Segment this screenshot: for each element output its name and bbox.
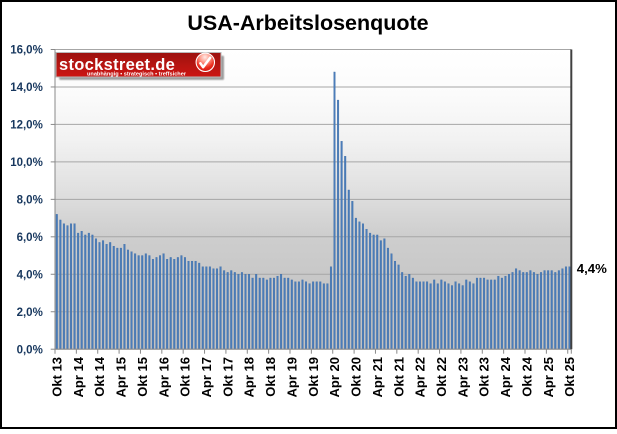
- svg-text:Okt 21: Okt 21: [391, 357, 406, 397]
- svg-text:4,4%: 4,4%: [577, 261, 607, 276]
- svg-text:12,0%: 12,0%: [10, 120, 43, 132]
- svg-text:Okt 23: Okt 23: [477, 357, 492, 397]
- svg-text:Apr 18: Apr 18: [242, 357, 257, 397]
- svg-text:Apr 25: Apr 25: [541, 357, 556, 397]
- svg-text:Okt 19: Okt 19: [306, 357, 321, 397]
- svg-text:Okt 24: Okt 24: [519, 356, 534, 397]
- svg-text:unabhängig • strategisch • tre: unabhängig • strategisch • treffsicher: [87, 71, 187, 77]
- svg-text:2,0%: 2,0%: [17, 307, 43, 319]
- svg-text:Okt 20: Okt 20: [349, 357, 364, 397]
- svg-text:8,0%: 8,0%: [17, 194, 43, 206]
- svg-text:Okt 17: Okt 17: [220, 357, 235, 397]
- svg-text:14,0%: 14,0%: [10, 82, 43, 94]
- svg-text:6,0%: 6,0%: [17, 232, 43, 244]
- svg-text:Okt 22: Okt 22: [434, 357, 449, 397]
- svg-text:16,0%: 16,0%: [10, 45, 43, 57]
- svg-text:Okt 14: Okt 14: [92, 356, 107, 397]
- svg-text:Apr 17: Apr 17: [199, 357, 214, 397]
- svg-text:Apr 23: Apr 23: [455, 357, 470, 397]
- svg-text:Apr 22: Apr 22: [413, 357, 428, 397]
- svg-text:Apr 15: Apr 15: [114, 357, 129, 397]
- svg-text:Okt 18: Okt 18: [263, 357, 278, 397]
- svg-text:Apr 19: Apr 19: [284, 357, 299, 397]
- svg-text:Okt 13: Okt 13: [49, 357, 64, 397]
- svg-text:stockstreet.de: stockstreet.de: [59, 56, 175, 74]
- svg-text:Okt 15: Okt 15: [135, 357, 150, 397]
- svg-text:Apr 24: Apr 24: [498, 356, 513, 397]
- svg-text:4,0%: 4,0%: [17, 269, 43, 281]
- svg-text:0,0%: 0,0%: [17, 344, 43, 356]
- svg-text:USA-Arbeitslosenquote: USA-Arbeitslosenquote: [187, 11, 428, 35]
- svg-text:Apr 14: Apr 14: [71, 356, 86, 397]
- svg-text:Apr 16: Apr 16: [156, 357, 171, 397]
- svg-text:Okt 16: Okt 16: [178, 357, 193, 397]
- svg-text:10,0%: 10,0%: [10, 157, 43, 169]
- svg-text:Apr 20: Apr 20: [327, 357, 342, 397]
- svg-text:Okt 25: Okt 25: [562, 357, 577, 397]
- svg-text:Apr 21: Apr 21: [370, 357, 385, 397]
